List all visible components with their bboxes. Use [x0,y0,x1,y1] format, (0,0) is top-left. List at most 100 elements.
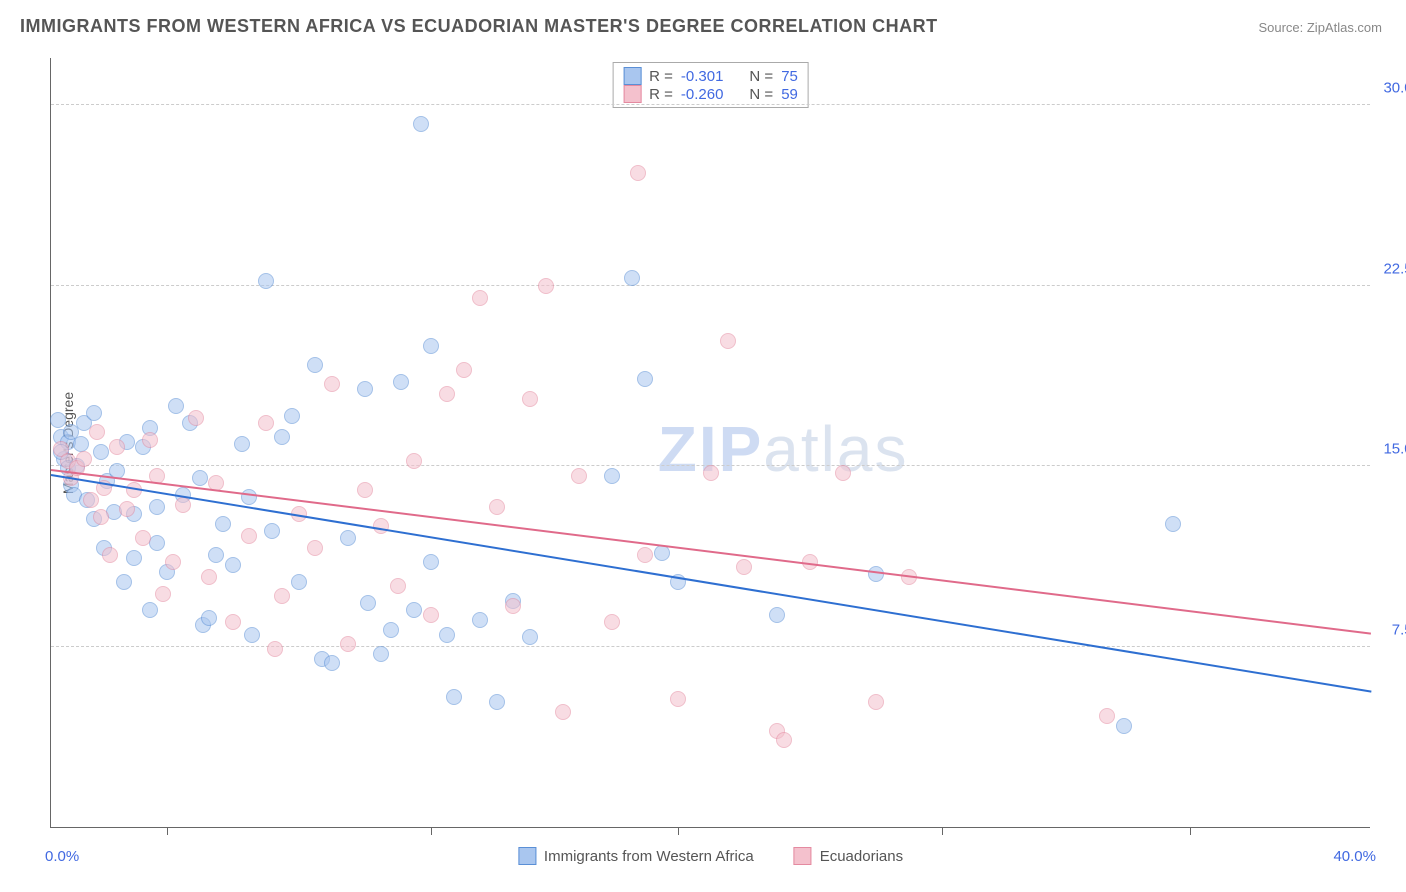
data-point-ecu [83,492,99,508]
y-tick-label: 15.0% [1383,441,1406,458]
source-prefix: Source: [1258,20,1306,35]
data-point-waf [149,499,165,515]
data-point-ecu [89,424,105,440]
data-point-ecu [703,465,719,481]
legend-n-value: 75 [781,68,798,85]
data-point-ecu [357,482,373,498]
x-tick [167,827,168,835]
y-tick-label: 7.5% [1392,621,1406,638]
data-point-ecu [119,501,135,517]
data-point-ecu [604,614,620,630]
bottom-legend-label: Ecuadorians [820,848,903,865]
source-attribution: Source: ZipAtlas.com [1258,20,1382,35]
scatter-chart: Master's Degree ZIPatlas 0.0% 40.0% R =-… [50,58,1370,828]
x-axis-max-label: 40.0% [1333,848,1376,865]
gridline [51,104,1370,105]
legend-swatch-waf [518,847,536,865]
series-legend: Immigrants from Western Africa Ecuadorian… [518,847,903,865]
data-point-waf [383,622,399,638]
data-point-waf [307,357,323,373]
data-point-ecu [135,530,151,546]
data-point-ecu [538,278,554,294]
data-point-ecu [225,614,241,630]
data-point-waf [1116,718,1132,734]
data-point-ecu [267,641,283,657]
chart-title: IMMIGRANTS FROM WESTERN AFRICA VS ECUADO… [20,16,938,37]
data-point-waf [168,398,184,414]
data-point-waf [284,408,300,424]
x-tick [942,827,943,835]
data-point-waf [522,629,538,645]
data-point-ecu [307,540,323,556]
data-point-waf [769,607,785,623]
data-point-ecu [456,362,472,378]
data-point-ecu [736,559,752,575]
data-point-waf [360,595,376,611]
data-point-ecu [274,588,290,604]
data-point-waf [291,574,307,590]
data-point-waf [489,694,505,710]
source-link[interactable]: ZipAtlas.com [1307,20,1382,35]
data-point-ecu [340,636,356,652]
data-point-ecu [472,290,488,306]
x-axis-min-label: 0.0% [45,848,79,865]
data-point-waf [868,566,884,582]
bottom-legend-label: Immigrants from Western Africa [544,848,754,865]
data-point-waf [208,547,224,563]
data-point-waf [192,470,208,486]
data-point-waf [637,371,653,387]
x-tick [678,827,679,835]
data-point-ecu [102,547,118,563]
data-point-waf [50,412,66,428]
data-point-waf [241,489,257,505]
data-point-waf [116,574,132,590]
data-point-ecu [555,704,571,720]
data-point-ecu [109,439,125,455]
data-point-ecu [76,451,92,467]
data-point-ecu [175,497,191,513]
data-point-waf [244,627,260,643]
data-point-waf [604,468,620,484]
legend-n-label: N = [749,68,773,85]
data-point-waf [86,405,102,421]
data-point-waf [472,612,488,628]
data-point-waf [357,381,373,397]
data-point-ecu [201,569,217,585]
legend-swatch-waf [623,67,641,85]
data-point-ecu [868,694,884,710]
data-point-waf [393,374,409,390]
data-point-waf [201,610,217,626]
stats-legend: R =-0.301N =75R =-0.260N =59 [612,62,809,108]
legend-swatch-ecu [794,847,812,865]
data-point-ecu [1099,708,1115,724]
data-point-waf [225,557,241,573]
legend-r-value: -0.301 [681,68,724,85]
data-point-waf [439,627,455,643]
y-tick-label: 22.5% [1383,260,1406,277]
data-point-waf [215,516,231,532]
watermark: ZIPatlas [658,412,909,486]
legend-r-label: R = [649,68,673,85]
gridline [51,646,1370,647]
data-point-waf [406,602,422,618]
data-point-waf [93,444,109,460]
data-point-ecu [571,468,587,484]
data-point-waf [73,436,89,452]
data-point-ecu [670,691,686,707]
legend-row-waf: R = -0.301 N = 75 [623,67,798,85]
y-tick-label: 30.0% [1383,80,1406,97]
data-point-ecu [489,499,505,515]
data-point-waf [274,429,290,445]
gridline [51,285,1370,286]
data-point-waf [264,523,280,539]
data-point-ecu [505,598,521,614]
bottom-legend-item-waf: Immigrants from Western Africa [518,847,754,865]
data-point-ecu [93,509,109,525]
data-point-ecu [522,391,538,407]
data-point-waf [142,602,158,618]
data-point-waf [413,116,429,132]
data-point-ecu [165,554,181,570]
bottom-legend-item-ecu: Ecuadorians [794,847,903,865]
data-point-ecu [835,465,851,481]
x-tick [431,827,432,835]
